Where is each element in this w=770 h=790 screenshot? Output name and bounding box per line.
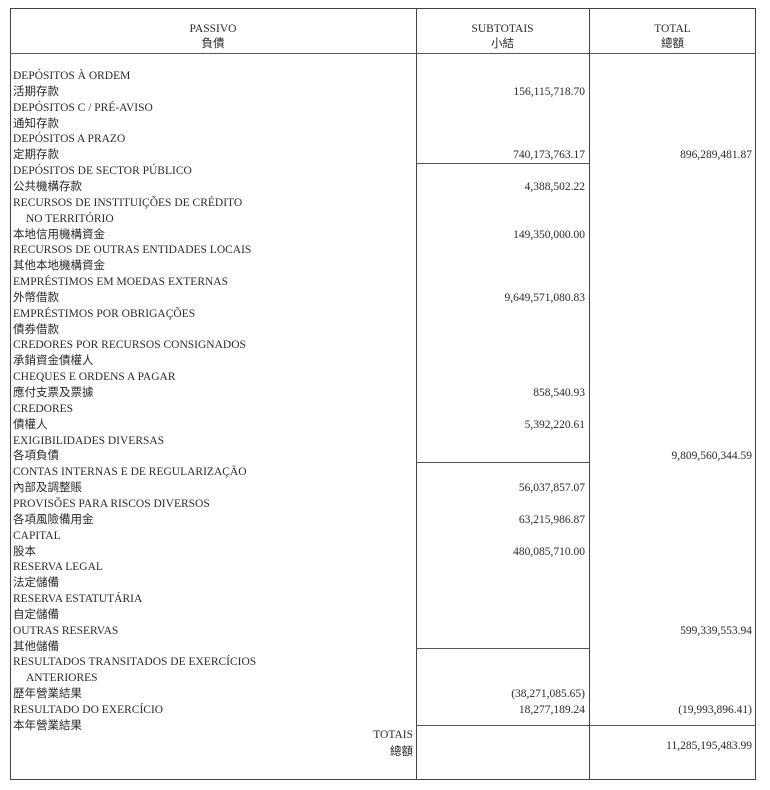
subtotal-value: 63,215,986.87 [518, 513, 585, 526]
header-subtotais-label: SUBTOTAIS [471, 23, 534, 35]
header-passivo: PASSIVO 負債 [10, 22, 416, 52]
line-item-label: CONTAS INTERNAS E DE REGULARIZAÇÃO [13, 466, 247, 479]
line-item-label: NO TERRITÓRIO [26, 212, 114, 225]
line-item-label: 通知存款 [13, 117, 59, 130]
line-item-label: 本地信用機構資金 [13, 228, 105, 241]
subtotal-value: (38,271,085.65) [511, 688, 585, 701]
subtotal-value: 480,085,710.00 [513, 545, 585, 558]
line-item-label: DEPÓSITOS À ORDEM [13, 70, 131, 82]
line-item-label: 外幣借款 [13, 291, 59, 304]
line-item-label: RECURSOS DE OUTRAS ENTIDADES LOCAIS [13, 244, 252, 257]
line-item-label: 債權人 [13, 418, 48, 431]
subtotal-divider [416, 163, 589, 164]
line-item-label: 歷年營業結果 [13, 688, 82, 701]
subtotal-value: 18,277,189.24 [518, 704, 585, 716]
header-passivo-label: PASSIVO [189, 23, 237, 35]
subtotal-divider [416, 648, 589, 649]
subtotal-value: 9,649,571,080.83 [504, 291, 586, 304]
totals-divider [416, 725, 756, 726]
header-divider [10, 53, 756, 54]
subtotal-value: 5,392,220.61 [524, 418, 585, 431]
line-item-label: 債券借款 [13, 323, 59, 336]
line-item-label: RESULTADOS TRANSITADOS DE EXERCÍCIOS [13, 656, 257, 669]
subtotal-value: 4,388,502.22 [524, 180, 585, 193]
column-divider [416, 8, 417, 780]
totals-label: TOTAIS [373, 729, 413, 741]
header-total-label-zh: 總額 [661, 38, 684, 50]
statement-table [10, 8, 756, 780]
header-subtotais: SUBTOTAIS 小結 [416, 22, 589, 52]
header-passivo-label-zh: 負債 [201, 38, 225, 50]
line-item-label: RESERVA ESTATUTÁRIA [13, 593, 143, 606]
line-item-label: PROVISÕES PARA RISCOS DIVERSOS [13, 497, 210, 510]
line-item-label: 法定儲備 [13, 577, 59, 590]
line-item-label: RESERVA LEGAL [13, 561, 103, 574]
line-item-label: 承銷資金債權人 [13, 355, 94, 368]
subtotal-value: 156,115,718.70 [513, 85, 585, 98]
line-item-label: OUTRAS RESERVAS [13, 624, 119, 637]
line-item-label: EXIGIBILIDADES DIVERSAS [13, 434, 165, 447]
line-item-label: 公共機構存款 [13, 180, 82, 193]
total-value: 9,809,560,344.59 [671, 450, 753, 463]
line-item-label: 定期存款 [13, 149, 59, 162]
grand-total-value: 11,285,195,483.99 [666, 740, 752, 752]
line-item-label: DEPÓSITOS DE SECTOR PÚBLICO [13, 165, 192, 178]
line-item-label: 本年營業結果 [13, 719, 82, 732]
line-item-label: CREDORES [13, 402, 74, 415]
subtotal-value: 858,540.93 [533, 387, 585, 399]
line-item-label: RECURSOS DE INSTITUIÇÕES DE CRÉDITO [13, 196, 243, 209]
line-item-label: 其他本地機構資金 [13, 260, 105, 273]
line-item-label: CHEQUES E ORDENS A PAGAR [13, 371, 176, 384]
line-item-label: 應付支票及票據 [13, 387, 94, 399]
line-item-label: EMPRÉSTIMOS EM MOEDAS EXTERNAS [13, 276, 229, 289]
total-value: 896,289,481.87 [680, 149, 752, 162]
subtotal-value: 56,037,857.07 [518, 482, 585, 495]
header-total-label: TOTAL [654, 23, 691, 35]
total-value: (19,993,896.41) [678, 704, 752, 716]
line-item-label: 內部及調整賬 [13, 482, 82, 495]
header-subtotais-label-zh: 小結 [491, 38, 514, 50]
subtotal-value: 740,173,763.17 [513, 149, 585, 162]
subtotal-divider [416, 462, 589, 463]
column-divider [589, 8, 590, 780]
line-item-label: DEPÓSITOS A PRAZO [13, 133, 126, 146]
line-item-label: 股本 [13, 545, 36, 558]
line-item-label: EMPRÉSTIMOS POR OBRIGAÇÕES [13, 307, 196, 320]
line-item-label: ANTERIORES [26, 672, 98, 685]
line-item-label: RESULTADO DO EXERCÍCIO [13, 704, 164, 716]
header-total: TOTAL 總額 [589, 22, 756, 52]
line-item-label: 活期存款 [13, 85, 59, 98]
line-item-label: CREDORES POR RECURSOS CONSIGNADOS [13, 339, 246, 352]
totals-label-zh: 總額 [390, 746, 413, 758]
subtotal-value: 149,350,000.00 [513, 228, 585, 241]
line-item-label: 其他儲備 [13, 640, 59, 653]
line-item-label: 自定儲備 [13, 608, 59, 621]
line-item-label: 各項負債 [13, 450, 59, 463]
line-item-label: DEPÓSITOS C / PRÉ-AVISO [13, 101, 153, 114]
total-value: 599,339,553.94 [680, 624, 752, 637]
line-item-label: 各項風險備用金 [13, 513, 94, 526]
line-item-label: CAPITAL [13, 529, 61, 542]
